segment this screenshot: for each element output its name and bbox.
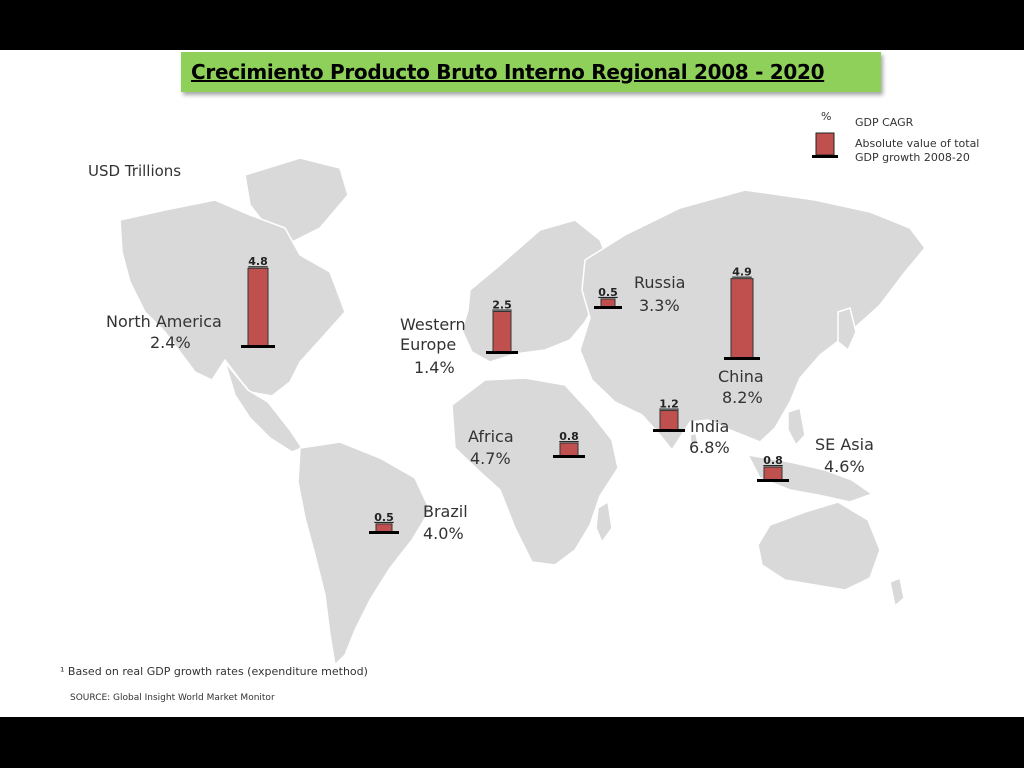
legend-cagr-label: GDP CAGR xyxy=(855,116,914,129)
region-cagr-brazil: 4.0% xyxy=(423,524,464,543)
region-cagr-western-europe: 1.4% xyxy=(414,358,455,377)
bar-base-western-europe xyxy=(486,351,518,354)
bar-base-north-america xyxy=(241,345,275,348)
bar-value-label-india: 1.2 xyxy=(659,398,679,411)
title-banner: Crecimiento Producto Bruto Interno Regio… xyxy=(181,52,881,92)
slide: 4.8 2.5 0.5 4.9 1.2 0.8 0.8 0.5 Crecimiento Pro… xyxy=(0,50,1024,717)
bar-north-america xyxy=(247,267,269,347)
bar-africa xyxy=(559,442,579,457)
bar-base-russia xyxy=(594,306,622,309)
philippines-shape xyxy=(787,407,806,447)
legend-absolute-label: Absolute value of total GDP growth 2008-… xyxy=(855,137,980,164)
bar-base-brazil xyxy=(369,531,399,534)
bar-russia xyxy=(600,298,616,308)
australia-shape xyxy=(757,501,881,591)
bar-value-label-western-europe: 2.5 xyxy=(492,299,512,312)
bar-base-india xyxy=(653,429,685,432)
bar-china xyxy=(730,278,754,359)
region-name-china: China xyxy=(718,367,764,386)
new-zealand-shape xyxy=(889,576,905,608)
south-america-shape xyxy=(297,441,431,667)
region-name-russia: Russia xyxy=(634,273,686,292)
footnote: ¹ Based on real GDP growth rates (expend… xyxy=(60,665,368,678)
region-name-africa: Africa xyxy=(468,427,514,446)
greenland-shape xyxy=(244,157,349,243)
bar-base-africa xyxy=(553,455,585,458)
bars-layer: 4.8 2.5 0.5 4.9 1.2 0.8 0.8 0.5 xyxy=(241,255,789,534)
bar-india xyxy=(659,410,679,431)
legend-percent-symbol: % xyxy=(821,110,832,123)
madagascar-shape xyxy=(595,500,613,544)
unit-label: USD Trillions xyxy=(88,162,182,180)
bar-value-label-brazil: 0.5 xyxy=(374,511,394,524)
region-name-western-europe: Western Europe xyxy=(400,315,466,354)
page-title: Crecimiento Producto Bruto Interno Regio… xyxy=(191,60,825,84)
bar-se-asia xyxy=(763,466,783,481)
bar-value-label-africa: 0.8 xyxy=(559,430,579,443)
central-america-shape xyxy=(224,361,304,453)
bar-value-label-china: 4.9 xyxy=(732,266,752,279)
region-name-se-asia: SE Asia xyxy=(815,435,874,454)
bar-western-europe xyxy=(492,311,512,353)
africa-shape xyxy=(451,377,619,566)
bar-value-label-north-america: 4.8 xyxy=(248,255,268,268)
sri-lanka-shape xyxy=(689,432,699,447)
region-cagr-africa: 4.7% xyxy=(470,449,511,468)
bar-base-china xyxy=(724,357,760,360)
region-name-brazil: Brazil xyxy=(423,502,468,521)
bar-brazil xyxy=(375,523,393,533)
bar-base-se-asia xyxy=(757,479,789,482)
region-cagr-russia: 3.3% xyxy=(639,296,680,315)
region-cagr-north-america: 2.4% xyxy=(150,333,191,352)
legend-bar-icon xyxy=(812,132,838,158)
region-cagr-india: 6.8% xyxy=(689,438,730,457)
bar-value-label-russia: 0.5 xyxy=(598,286,618,299)
region-name-north-america: North America xyxy=(106,312,222,331)
bar-value-label-se-asia: 0.8 xyxy=(763,454,783,467)
source-note: SOURCE: Global Insight World Market Moni… xyxy=(70,693,275,703)
world-map: 4.8 2.5 0.5 4.9 1.2 0.8 0.8 0.5 xyxy=(119,157,926,667)
north-america-shape xyxy=(119,199,346,397)
land-masses xyxy=(119,157,926,667)
japan-shape xyxy=(837,307,857,352)
region-cagr-se-asia: 4.6% xyxy=(824,457,865,476)
region-cagr-china: 8.2% xyxy=(722,388,763,407)
region-name-india: India xyxy=(690,417,730,436)
